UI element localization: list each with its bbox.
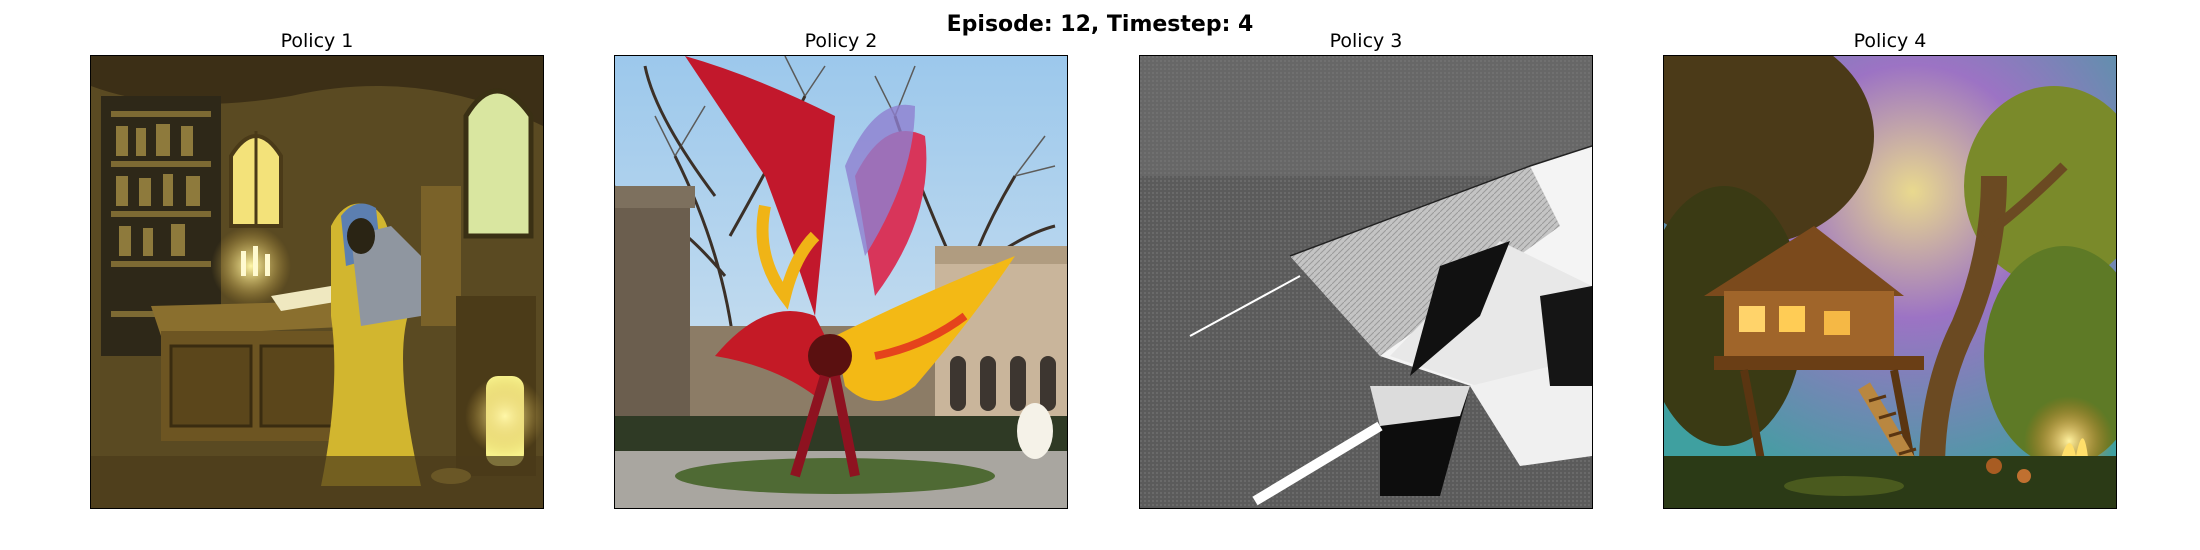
policy-panel-1: Policy 1 [90, 28, 544, 509]
policy-title-4: Policy 4 [1853, 30, 1927, 52]
phoenix-sculpture-photo [615, 56, 1067, 508]
figure-suptitle: Episode: 12, Timestep: 4 [946, 12, 1254, 37]
treehouse-painting [1664, 56, 2116, 508]
policy-image-4 [1663, 55, 2117, 509]
policy-panel-3: Policy 3 [1139, 28, 1593, 509]
policy-image-2 [614, 55, 1068, 509]
policy-image-1 [90, 55, 544, 509]
policy-panel-2: Policy 2 [614, 28, 1068, 509]
policy-panel-4: Policy 4 [1663, 28, 2117, 509]
policy-title-2: Policy 2 [804, 30, 878, 52]
policy-image-3 [1139, 55, 1593, 509]
policy-title-1: Policy 1 [280, 30, 354, 52]
scholar-study-illustration [91, 56, 543, 508]
abstract-geometric-sketch [1140, 56, 1592, 508]
policy-title-3: Policy 3 [1329, 30, 1403, 52]
